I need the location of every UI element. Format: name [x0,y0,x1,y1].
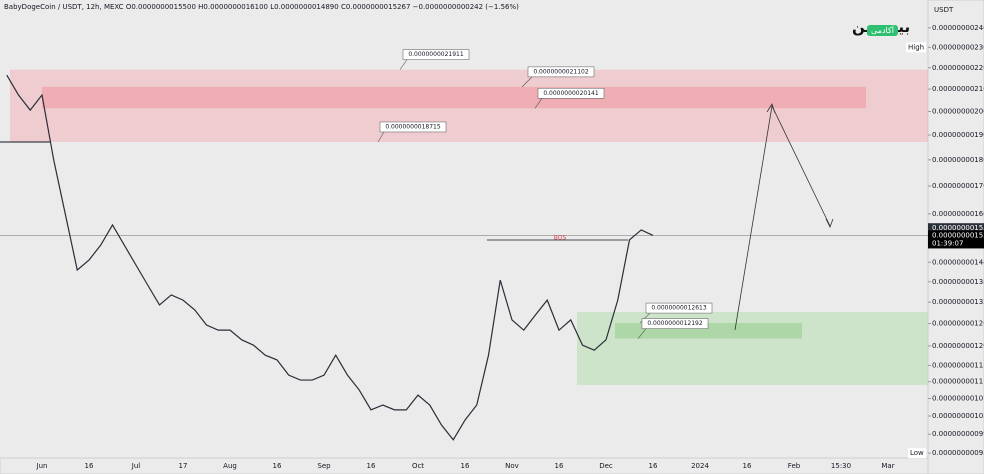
symbol: BabyDogeCoin / USDT, 12h, MEXC [4,3,124,11]
callout-box [645,302,713,314]
high-badge [906,42,926,53]
y-tick-label: 0.0000000013800 [932,278,984,286]
x-tick-label: 16 [367,462,376,470]
x-tick-label: Dec [599,462,613,470]
y-tick-label: 0.0000000013200 [932,298,984,306]
x-tick-label: 16 [743,462,752,470]
arrow-head [766,103,776,114]
y-tick-label: 0.0000000010300 [932,412,984,420]
callout-label: 0.0000000012613 [651,305,707,312]
callout-label: 0.0000000018715 [385,123,441,130]
x-tick-label: Feb [788,462,801,470]
high: H0.0000000016100 [198,3,268,11]
callout-label: 0.0000000021911 [408,51,464,58]
x-tick-label: 16 [273,462,282,470]
y-tick-label: 0.0000000017000 [932,182,984,190]
callout-box [527,66,595,78]
x-tick-label: Jun [36,462,48,470]
x-tick-label: Aug [223,462,237,470]
callout-pointer [534,98,543,109]
x-tick-label: 16 [461,462,470,470]
price-marker-label: 0.0000000015509 [932,224,984,232]
y-tick-label: 0.0000000011100 [932,378,984,386]
x-tick-label: Sep [317,462,331,470]
y-tick-label: 0.0000000016000 [932,210,984,218]
callout-box [537,88,605,99]
x-tick-label: 15:30 [831,462,851,470]
x-tick-label: Mar [881,462,894,470]
y-tick-label: 0.0000000009900 [932,430,984,438]
header: BabyDogeCoin / USDT, 12h, MEXC O0.000000… [4,3,519,11]
low: L0.0000000014890 [270,3,339,11]
price-series [6,74,654,441]
callout-pointer [377,131,385,143]
callout-pointer [639,312,651,324]
supply-zone-inner [42,86,866,109]
y-tick-label: 0.0000000024000 [932,24,984,32]
projection-arrow [734,104,831,331]
y-tick-label: 0.0000000010700 [932,395,984,403]
change: −0.0000000000242 (−1.56%) [412,3,519,11]
callout-label: 0.0000000021102 [533,68,589,75]
open: O0.0000000015500 [125,3,196,11]
bos-label: BOS [554,235,567,242]
low-badge [908,448,926,459]
x-tick-label: 17 [179,462,188,470]
callout-pointer [521,76,533,88]
price-marker [928,230,984,249]
callout-label: 0.0000000020141 [543,90,599,97]
x-tick-label: 16 [555,462,564,470]
x-tick-label: 16 [649,462,658,470]
price-marker-label: 0.0000000015267 [932,231,984,239]
x-tick-label: 16 [85,462,94,470]
y-tick-label: 0.0000000023000 [932,43,984,51]
arrow-head [825,218,834,228]
y-tick-label: 0.0000000021000 [932,85,984,93]
y-tick-label: 0.0000000022000 [932,64,984,72]
close: C0.0000000015267 [340,3,411,11]
y-tick-label: 0.0000000012600 [932,320,984,328]
time-axis [0,457,929,474]
y-tick-label: 0.0000000014400 [932,258,984,266]
y-tick-label: 0.0000000019000 [932,131,984,139]
y-tick-label: 0.0000000020000 [932,107,984,115]
callout-pointer [399,59,408,70]
x-tick-label: Jul [131,462,141,470]
demand-zone [577,312,928,385]
callout-pointer [637,328,647,339]
countdown: 01:39:07 [932,239,963,247]
x-tick-label: Oct [412,462,424,470]
callout-box [641,318,709,329]
x-tick-label: Nov [505,462,519,470]
price-marker [928,223,984,234]
callout-box [379,121,447,133]
x-tick-label: 2024 [691,462,709,470]
logo-badge: آکادمی [867,25,898,36]
y-tick-label: 0.0000000011500 [932,361,984,369]
y-tick-label: 0.0000000012000 [932,342,984,350]
currency-label: USDT [934,6,954,14]
y-tick-label: 0.0000000018000 [932,156,984,164]
callout-label: 0.0000000012192 [647,320,703,327]
callout-box [402,49,470,60]
low-label: Low [910,449,924,457]
y-tick-label: 0.0000000009500 [932,449,984,457]
high-label: High [908,43,924,51]
